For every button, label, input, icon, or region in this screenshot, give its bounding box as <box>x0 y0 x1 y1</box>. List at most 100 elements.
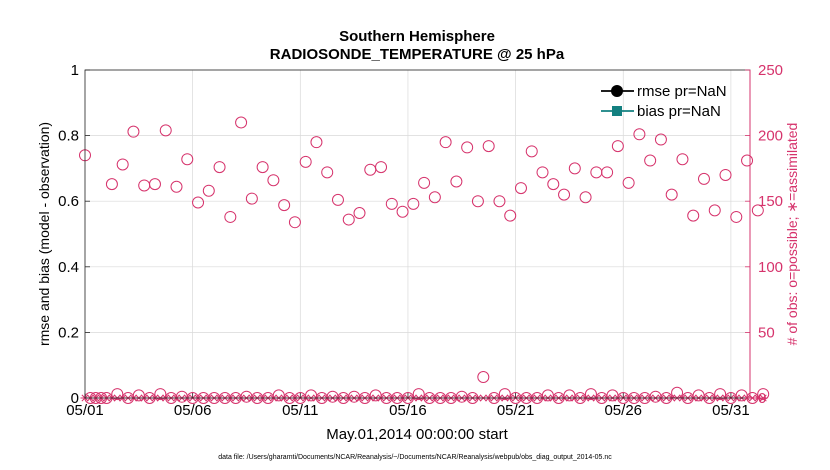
obs-possible-marker <box>288 216 301 229</box>
obs-possible-marker <box>654 133 667 146</box>
obs-possible-marker <box>439 136 452 149</box>
legend-rmse-label: rmse pr=NaN <box>637 83 727 100</box>
obs-possible-marker <box>375 161 388 174</box>
obs-possible-marker <box>558 188 571 201</box>
left-tick-label: 0.8 <box>58 128 79 145</box>
x-tick-label: 05/01 <box>66 402 104 419</box>
obs-possible-marker <box>482 140 495 153</box>
chart-title-line2: RADIOSONDE_TEMPERATURE @ 25 hPa <box>270 46 565 63</box>
obs-possible-marker <box>477 371 490 384</box>
obs-possible-marker <box>471 195 484 208</box>
obs-possible-marker <box>633 128 646 141</box>
left-tick-label: 1 <box>71 62 79 79</box>
obs-possible-marker <box>536 166 549 179</box>
right-tick-label: 0 <box>758 390 766 407</box>
obs-possible-marker <box>256 161 269 174</box>
obs-possible-marker <box>299 155 312 168</box>
obs-possible-marker <box>154 388 167 401</box>
obs-possible-marker <box>622 176 635 189</box>
obs-possible-marker <box>224 210 237 223</box>
obs-possible-marker <box>644 154 657 167</box>
obs-possible-marker <box>418 176 431 189</box>
obs-possible-marker <box>611 140 624 153</box>
obs-possible-marker <box>714 388 727 401</box>
right-axis-ticks: 0 50 100 150 200 250 <box>745 62 783 407</box>
obs-possible-marker <box>111 388 124 401</box>
x-tick-label: 05/31 <box>712 402 750 419</box>
right-tick-label: 200 <box>758 128 783 145</box>
left-y-axis-label: rmse and bias (model - observation) <box>36 122 52 346</box>
obs-possible-marker <box>751 204 764 217</box>
obs-possible-marker <box>385 197 398 210</box>
obs-possible-marker <box>116 158 129 171</box>
obs-possible-marker <box>396 205 409 218</box>
obs-assimilated-marker <box>758 394 768 402</box>
obs-possible-marker <box>412 388 425 401</box>
obs-possible-marker <box>568 162 581 175</box>
obs-possible-marker <box>159 124 172 137</box>
obs-possible-marker <box>504 209 517 222</box>
obs-possible-marker <box>127 125 140 138</box>
x-tick-label: 05/16 <box>389 402 427 419</box>
obs-possible-marker <box>730 210 743 223</box>
obs-possible-marker <box>514 182 527 195</box>
obs-possible-marker <box>310 136 323 149</box>
obs-possible-marker <box>741 154 754 167</box>
x-tick-label: 05/21 <box>497 402 535 419</box>
x-tick-label: 05/26 <box>604 402 642 419</box>
obs-possible-marker <box>665 188 678 201</box>
x-tick-label: 05/11 <box>282 402 318 419</box>
obs-possible-marker <box>353 207 366 220</box>
left-tick-label: 0.4 <box>58 259 79 276</box>
right-y-axis-label: # of obs: o=possible; ∗=assimilated <box>784 123 800 346</box>
obs-possible-marker <box>493 195 506 208</box>
data-file-footer: data file: /Users/gharamti/Documents/NCA… <box>218 454 612 461</box>
obs-possible-marker <box>267 174 280 187</box>
right-tick-label: 150 <box>758 193 783 210</box>
left-tick-label: 0.6 <box>58 193 79 210</box>
obs-possible-marker <box>687 209 700 222</box>
obs-possible-marker <box>181 153 194 166</box>
legend-bias-label: bias pr=NaN <box>637 103 721 120</box>
chart-title-line1: Southern Hemisphere <box>339 28 495 45</box>
legend-rmse-marker <box>611 85 623 97</box>
obs-possible-marker <box>428 191 441 204</box>
obs-possible-marker <box>245 192 258 205</box>
obs-possible-marker <box>235 116 248 129</box>
obs-possible-marker <box>498 388 511 401</box>
legend-bias-marker <box>612 106 622 116</box>
obs-possible-marker <box>697 172 710 185</box>
obs-possible-marker <box>601 166 614 179</box>
obs-possible-marker <box>757 388 770 401</box>
left-tick-label: 0 <box>71 390 79 407</box>
x-tick-label: 05/06 <box>174 402 212 419</box>
right-tick-label: 50 <box>758 324 775 341</box>
legend: rmse pr=NaN bias pr=NaN <box>601 83 727 120</box>
obs-possible-marker <box>321 166 334 179</box>
left-tick-label: 0.2 <box>58 324 79 341</box>
obs-possible-marker <box>278 199 291 212</box>
obs-possible-marker <box>342 213 355 226</box>
obs-possible-marker <box>202 184 215 197</box>
obs-possible-marker <box>331 193 344 206</box>
obs-possible-marker <box>579 191 592 204</box>
x-axis-label: May.01,2014 00:00:00 start <box>326 426 508 443</box>
obs-possible-marker <box>676 153 689 166</box>
x-axis-ticks: 05/01 05/06 05/11 05/16 05/21 05/26 05/31 <box>66 393 750 419</box>
obs-possible-marker <box>148 178 161 191</box>
obs-possible-marker <box>407 197 420 210</box>
plot-area <box>85 70 750 398</box>
obs-possible-marker <box>525 145 538 158</box>
obs-possible-marker <box>213 161 226 174</box>
right-tick-label: 250 <box>758 62 783 79</box>
obs-possible-marker <box>105 178 118 191</box>
obs-possible-marker <box>708 204 721 217</box>
obs-possible-marker <box>170 180 183 193</box>
obs-possible-marker <box>450 175 463 188</box>
left-axis-ticks: 0 0.2 0.4 0.6 0.8 1 <box>58 62 90 407</box>
obs-possible-marker <box>584 388 597 401</box>
obs-possible-marker <box>192 196 205 209</box>
right-tick-label: 100 <box>758 259 783 276</box>
obs-possible-marker <box>461 141 474 154</box>
